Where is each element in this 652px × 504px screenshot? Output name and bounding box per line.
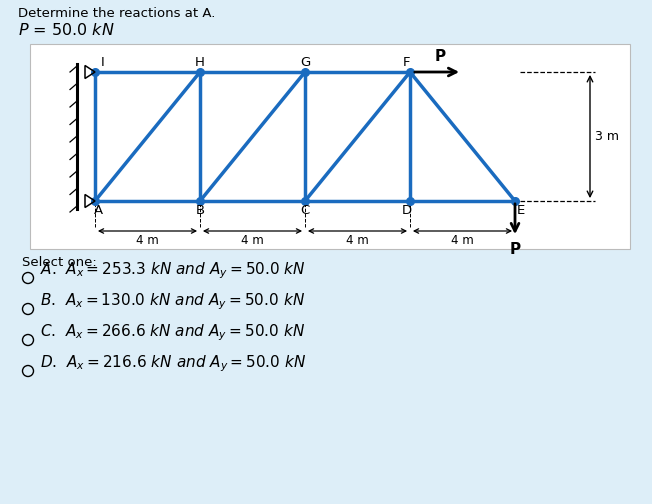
Text: D: D xyxy=(402,204,412,217)
Text: 4 m: 4 m xyxy=(451,234,474,247)
Text: Select one:: Select one: xyxy=(22,256,96,269)
Text: P: P xyxy=(434,49,445,64)
Text: $\mathit{C}$.  $A_x = 266.6\ \mathit{kN}\ \mathit{and}\ A_y = 50.0\ \mathit{kN}$: $\mathit{C}$. $A_x = 266.6\ \mathit{kN}\… xyxy=(40,323,305,343)
Text: A: A xyxy=(93,204,102,217)
Text: H: H xyxy=(195,56,205,70)
Text: E: E xyxy=(517,204,525,217)
Text: $\mathit{P}$ = 50.0 $\mathit{kN}$: $\mathit{P}$ = 50.0 $\mathit{kN}$ xyxy=(18,22,115,38)
Text: P: P xyxy=(509,242,520,257)
Text: 4 m: 4 m xyxy=(346,234,369,247)
Text: 4 m: 4 m xyxy=(241,234,264,247)
Text: 3 m: 3 m xyxy=(595,130,619,143)
Text: G: G xyxy=(300,56,310,70)
Text: B: B xyxy=(196,204,205,217)
Text: 4 m: 4 m xyxy=(136,234,159,247)
Text: $\mathit{B}$.  $A_x = 130.0\ \mathit{kN}\ \mathit{and}\ A_y = 50.0\ \mathit{kN}$: $\mathit{B}$. $A_x = 130.0\ \mathit{kN}\… xyxy=(40,292,305,312)
Text: I: I xyxy=(101,56,105,70)
FancyBboxPatch shape xyxy=(30,44,630,249)
Text: $\mathit{A}$.  $A_x = 253.3\ \mathit{kN}\ \mathit{and}\ A_y = 50.0\ \mathit{kN}$: $\mathit{A}$. $A_x = 253.3\ \mathit{kN}\… xyxy=(40,261,306,281)
Text: $\mathit{D}$.  $A_x = 216.6\ \mathit{kN}\ \mathit{and}\ A_y = 50.0\ \mathit{kN}$: $\mathit{D}$. $A_x = 216.6\ \mathit{kN}\… xyxy=(40,354,306,374)
Text: C: C xyxy=(301,204,310,217)
Text: F: F xyxy=(403,56,411,70)
Text: Determine the reactions at A.: Determine the reactions at A. xyxy=(18,7,215,20)
